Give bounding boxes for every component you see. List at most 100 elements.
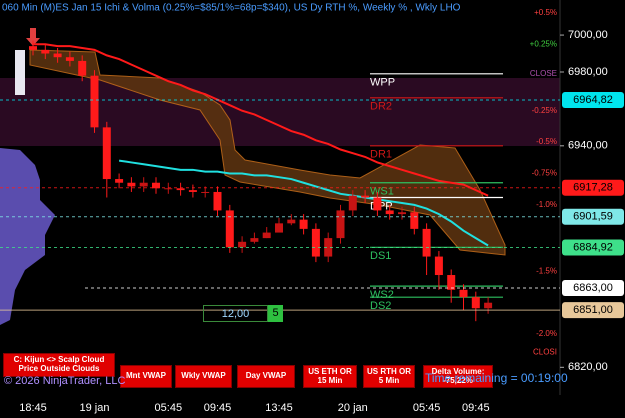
candle-body bbox=[53, 53, 62, 58]
pct-label: CLOSE bbox=[530, 69, 557, 78]
level-label: DR2 bbox=[370, 101, 392, 113]
candle-body bbox=[115, 179, 124, 183]
price-box bbox=[562, 279, 624, 296]
price-label: 6901,59 bbox=[573, 211, 613, 223]
candle-body bbox=[65, 57, 74, 61]
candle-body bbox=[275, 223, 283, 233]
candle-body bbox=[152, 182, 160, 189]
price-box bbox=[562, 239, 624, 256]
x-tick-label: 20 jan bbox=[338, 402, 368, 414]
candle-body bbox=[484, 302, 493, 309]
price-label: 6851,00 bbox=[573, 304, 613, 316]
zone-band bbox=[0, 78, 560, 146]
y-tick-label: 6980,00 bbox=[568, 66, 608, 78]
x-tick-label: 05:45 bbox=[413, 402, 441, 414]
x-tick-label: 09:45 bbox=[462, 402, 490, 414]
level-label: DS1 bbox=[370, 250, 391, 262]
candle-body bbox=[311, 228, 320, 257]
x-tick-label: 09:45 bbox=[204, 402, 232, 414]
button[interactable]: Day VWAP bbox=[237, 365, 295, 388]
level-label: DR1 bbox=[370, 149, 392, 161]
candle-body bbox=[471, 297, 480, 309]
price-box bbox=[562, 208, 624, 225]
candle-body bbox=[78, 60, 87, 76]
candle-body bbox=[250, 238, 259, 242]
cloud bbox=[29, 49, 506, 256]
copyright: © 2026 NinjaTrader, LLC bbox=[4, 375, 126, 387]
timer: Time remaining = 00:19:00 bbox=[425, 371, 568, 385]
candle-body bbox=[188, 190, 197, 192]
button[interactable]: US ETH OR 15 Min bbox=[303, 365, 357, 388]
order-count: 5 bbox=[268, 305, 283, 322]
candle-body bbox=[213, 191, 222, 211]
level-label: DS2 bbox=[370, 300, 391, 312]
pct-label: -1.5% bbox=[536, 266, 557, 275]
x-tick-label: 13:45 bbox=[265, 402, 293, 414]
candle-body bbox=[41, 49, 50, 54]
candle-body bbox=[459, 289, 468, 298]
candle-body bbox=[287, 219, 296, 224]
candle-body bbox=[422, 228, 431, 257]
x-tick-label: 05:45 bbox=[155, 402, 183, 414]
indicator-line bbox=[118, 159, 489, 247]
level-label: WPP bbox=[370, 77, 395, 89]
pct-label: -0.25% bbox=[532, 106, 557, 115]
indicator-line bbox=[33, 43, 489, 197]
marker-box bbox=[15, 50, 25, 95]
candle-body bbox=[139, 182, 148, 187]
volume-profile bbox=[0, 148, 55, 325]
price-box bbox=[562, 92, 624, 109]
candle-body bbox=[324, 238, 333, 257]
candle-body bbox=[385, 210, 394, 215]
button[interactable]: US RTH OR 5 Min bbox=[363, 365, 415, 388]
candle-body bbox=[201, 191, 210, 193]
arrow bbox=[26, 28, 40, 46]
pct-label: +0.5% bbox=[534, 8, 557, 17]
price-label: 6884,92 bbox=[573, 241, 613, 253]
button[interactable]: Mnt VWAP bbox=[120, 365, 172, 388]
pct-label: -1.0% bbox=[536, 200, 557, 209]
button[interactable]: Delta Volume: -75,22% bbox=[423, 365, 493, 388]
candle-body bbox=[336, 210, 345, 239]
candle-body bbox=[102, 127, 111, 180]
pct-label: +0.25% bbox=[530, 39, 557, 48]
candle-body bbox=[90, 75, 99, 128]
candle-body bbox=[29, 46, 37, 50]
x-tick-label: 18:45 bbox=[19, 402, 47, 414]
y-tick-label: 7000,00 bbox=[568, 29, 608, 41]
level-label: WS1 bbox=[370, 186, 394, 198]
candle-body bbox=[373, 197, 382, 211]
pct-label: -0.5% bbox=[536, 137, 557, 146]
candle-body bbox=[361, 195, 370, 198]
pct-label: -2.0% bbox=[536, 329, 557, 338]
candle-body bbox=[225, 210, 234, 248]
candle-body bbox=[127, 182, 136, 187]
candle-body bbox=[262, 232, 271, 239]
candle-body bbox=[410, 212, 419, 229]
x-tick-label: 19 jan bbox=[80, 402, 110, 414]
y-tick-label: 6820,00 bbox=[568, 361, 608, 373]
chart-title: 060 Min (M)ES Jan 15 Ichi & Volma (0.25%… bbox=[2, 3, 461, 14]
y-tick-label: 6940,00 bbox=[568, 140, 608, 152]
order-qty[interactable]: 12,00 bbox=[203, 305, 268, 322]
candle-body bbox=[238, 241, 247, 248]
pct-label: CLOSI bbox=[533, 348, 557, 357]
price-label: 6964,82 bbox=[573, 94, 613, 106]
candle-body bbox=[164, 188, 173, 190]
candle-body bbox=[398, 212, 406, 215]
button[interactable]: Wkly VWAP bbox=[175, 365, 232, 388]
pct-label: -0.75% bbox=[532, 169, 557, 178]
price-label: 6917,28 bbox=[573, 182, 613, 194]
price-box bbox=[562, 179, 624, 196]
button[interactable]: C: Kijun <> Scalp Cloud Price Outside Cl… bbox=[3, 353, 115, 377]
level-label: WS2 bbox=[370, 289, 394, 301]
candle-body bbox=[348, 195, 357, 211]
candle-body bbox=[299, 219, 308, 229]
candle-body bbox=[447, 275, 456, 290]
candle-body bbox=[176, 188, 185, 191]
price-box bbox=[562, 302, 624, 319]
candle-body bbox=[434, 256, 443, 276]
price-label: 6863,00 bbox=[573, 282, 613, 294]
